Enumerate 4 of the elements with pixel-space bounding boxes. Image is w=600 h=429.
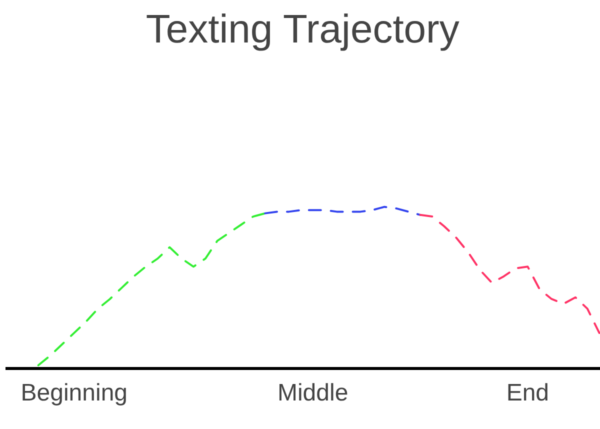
chart-title: Texting Trajectory [146,8,460,52]
x-tick-label: Beginning [20,380,128,406]
x-tick-label: Middle [277,380,348,406]
x-tick-label: End [506,380,550,406]
